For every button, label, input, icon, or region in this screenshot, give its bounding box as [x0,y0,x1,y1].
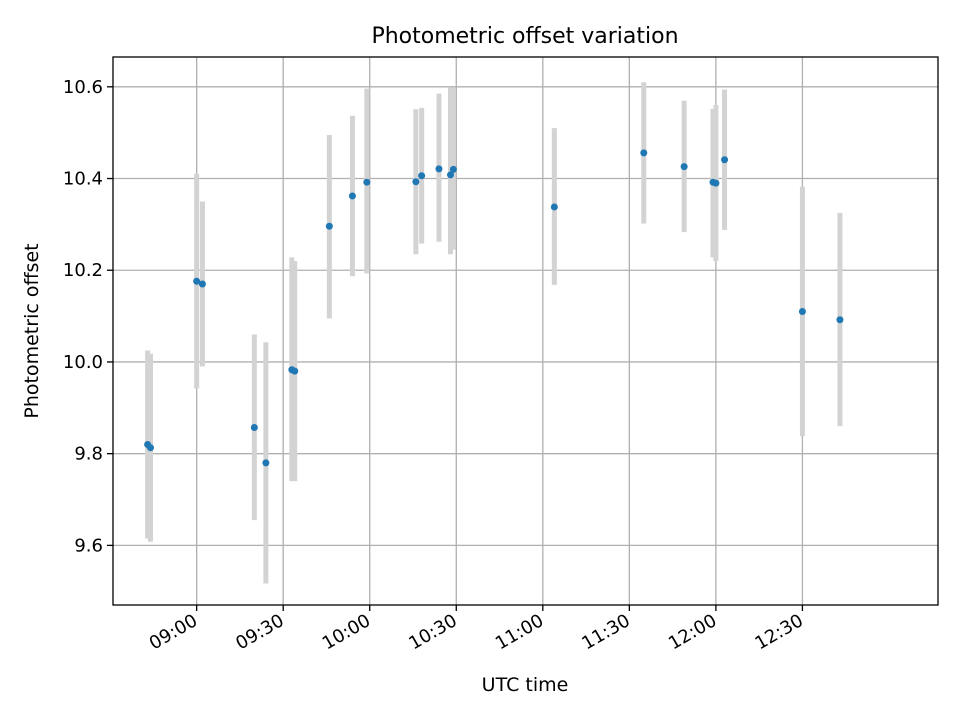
y-tick-label: 9.8 [74,444,103,465]
data-point [262,459,270,467]
data-point [198,280,206,288]
data-point [325,222,333,230]
tick-label-layer: 09:00 09:30 10:00 10:30 11:00 11:30 12:00 12:30… [63,77,807,654]
data-point [449,165,457,173]
data-point [712,179,720,187]
y-tick-label: 10.6 [63,77,103,98]
x-tick-label: 10:00 [319,610,374,654]
errorbar-layer [145,82,843,584]
y-tick-label: 10.4 [63,169,103,190]
data-point [640,149,648,157]
plot-frame [112,56,939,606]
x-axis-label: UTC time [482,674,569,696]
tick-layer [107,86,804,611]
x-tick-label: 10:30 [405,610,460,654]
x-tick-label: 12:30 [751,610,806,654]
data-point [348,192,356,200]
x-tick-label: 09:30 [232,610,287,654]
data-point [147,444,154,452]
data-point [412,178,420,186]
chart-title: Photometric offset variation [371,24,678,49]
data-point [836,316,844,324]
data-point [418,172,426,180]
data-point [435,165,443,173]
y-tick-label: 10.2 [63,260,103,281]
data-point [291,367,299,375]
data-point [250,424,258,432]
x-tick-label: 09:00 [146,610,201,654]
x-tick-label: 12:00 [665,610,720,654]
y-tick-label: 10.0 [63,352,103,373]
y-tick-label: 9.6 [74,535,103,556]
x-tick-label: 11:30 [578,610,633,654]
data-point [798,308,806,316]
data-point [193,277,201,285]
y-axis-label: Photometric offset [21,243,43,418]
data-point [550,203,558,211]
data-point [680,163,688,171]
grid-layer [113,57,938,605]
data-point [721,156,729,164]
data-point [447,171,454,179]
data-point [363,178,371,186]
x-tick-label: 11:00 [492,610,547,654]
point-layer [144,149,844,467]
